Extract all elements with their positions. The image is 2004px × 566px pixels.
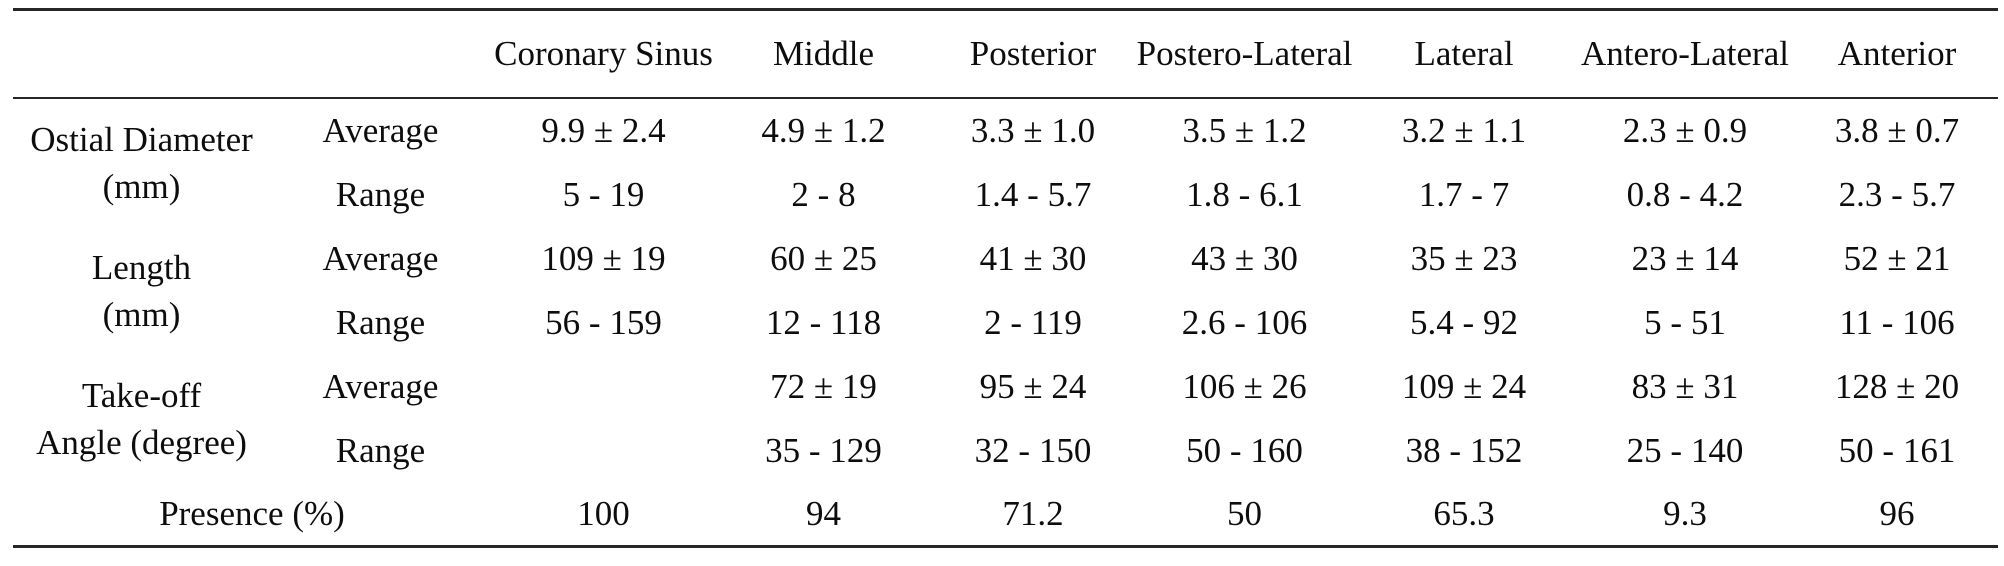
data-cell: 2.6 - 106: [1181, 303, 1308, 342]
data-cell: 2.3 - 5.7: [1838, 175, 1956, 214]
data-cell-empty: [491, 419, 716, 483]
data-cell: 60 ± 25: [770, 239, 877, 278]
data-cell: 50: [1227, 494, 1262, 533]
data-cell: 3.2 ± 1.1: [1401, 111, 1527, 150]
data-cell: 9.3: [1663, 494, 1707, 533]
column-header-anterior: Anterior: [1796, 9, 1998, 99]
data-cell: 65.3: [1433, 494, 1495, 533]
table-row: Ostial Diameter (mm) Average 9.9 ± 2.4 4…: [13, 98, 1998, 206]
data-cell-empty: [491, 355, 716, 419]
data-cell: 1.8 - 6.1: [1186, 175, 1303, 214]
row-group-label-length: Length (mm): [13, 227, 270, 355]
data-cell: 3.5 ± 1.2: [1182, 111, 1307, 150]
column-header-coronary-sinus: Coronary Sinus: [491, 9, 716, 99]
data-cell: 2 - 8: [791, 175, 856, 214]
data-cell: 100: [577, 494, 630, 533]
corner-cell: [13, 9, 491, 99]
data-cell: 5 - 19: [562, 175, 645, 214]
row-group-label-line2: Angle (degree): [36, 423, 247, 462]
row-sublabel: Range: [335, 175, 426, 214]
data-cell: 9.9 ± 2.4: [541, 111, 666, 150]
page: Coronary Sinus Middle Posterior Postero-…: [0, 8, 2004, 566]
column-header-postero-lateral: Postero-Lateral: [1135, 9, 1354, 99]
data-cell: 52 ± 21: [1843, 239, 1951, 278]
column-header-posterior: Posterior: [931, 9, 1135, 99]
data-cell: 2.3 ± 0.9: [1622, 111, 1748, 150]
data-cell: 56 - 159: [545, 303, 662, 342]
presence-label: Presence (%): [159, 494, 345, 533]
table-row: Range 5 - 19 2 - 8 1.4 - 5.7 1.8 - 6.1 1…: [13, 163, 1998, 227]
row-group-label-line1: Take-off: [81, 376, 202, 415]
data-cell: 50 - 160: [1186, 431, 1303, 470]
row-sublabel: Range: [335, 303, 426, 342]
data-cell: 128 ± 20: [1834, 367, 1960, 406]
data-cell: 23 ± 14: [1631, 239, 1739, 278]
row-group-label-line2: (mm): [102, 295, 181, 334]
data-cell: 72 ± 19: [770, 367, 877, 406]
row-group-label-ostial-diameter: Ostial Diameter (mm): [13, 98, 270, 227]
data-cell: 5.4 - 92: [1410, 303, 1518, 342]
data-cell: 11 - 106: [1839, 303, 1955, 342]
data-cell: 43 ± 30: [1191, 239, 1298, 278]
data-cell: 94: [806, 494, 841, 533]
header-row: Coronary Sinus Middle Posterior Postero-…: [13, 9, 1998, 99]
table-row: Length (mm) Average 109 ± 19 60 ± 25 41 …: [13, 227, 1998, 334]
data-cell: 83 ± 31: [1631, 367, 1739, 406]
data-cell: 5 - 51: [1644, 303, 1726, 342]
measurements-table: Coronary Sinus Middle Posterior Postero-…: [13, 8, 1998, 548]
row-sublabel: Average: [322, 367, 439, 406]
data-cell: 1.7 - 7: [1418, 175, 1510, 214]
column-header-antero-lateral: Antero-Lateral: [1574, 9, 1796, 99]
data-cell: 71.2: [1002, 494, 1064, 533]
data-cell: 106 ± 26: [1182, 367, 1307, 406]
data-cell: 25 - 140: [1626, 431, 1744, 470]
data-cell: 3.8 ± 0.7: [1834, 111, 1960, 150]
table-row-presence: Presence (%) 100 94 71.2 50 65.3 9.3 96: [13, 483, 1998, 547]
data-cell: 4.9 ± 1.2: [761, 111, 886, 150]
table-row: Take-off Angle (degree) Average 72 ± 19 …: [13, 355, 1998, 462]
row-group-label-line1: Ostial Diameter: [30, 120, 253, 159]
data-cell: 95 ± 24: [979, 367, 1087, 406]
table-row: Range 56 - 159 12 - 118 2 - 119 2.6 - 10…: [13, 291, 1998, 355]
column-header-lateral: Lateral: [1354, 9, 1574, 99]
data-cell: 109 ± 24: [1401, 367, 1527, 406]
data-cell: 35 - 129: [765, 431, 882, 470]
row-group-label-take-off-angle: Take-off Angle (degree): [13, 355, 270, 483]
data-cell: 41 ± 30: [979, 239, 1087, 278]
data-cell: 32 - 150: [974, 431, 1092, 470]
data-cell: 0.8 - 4.2: [1626, 175, 1744, 214]
row-sublabel: Average: [322, 239, 439, 278]
row-sublabel: Average: [322, 111, 439, 150]
row-group-label-line2: (mm): [102, 167, 181, 206]
data-cell: 38 - 152: [1405, 431, 1523, 470]
data-cell: 35 ± 23: [1410, 239, 1518, 278]
table-row: Range 35 - 129 32 - 150 50 - 160 38 - 15…: [13, 419, 1998, 483]
data-cell: 96: [1879, 494, 1915, 533]
column-header-middle: Middle: [716, 9, 931, 99]
data-cell: 3.3 ± 1.0: [970, 111, 1096, 150]
row-group-label-line1: Length: [91, 248, 192, 287]
data-cell: 50 - 161: [1838, 431, 1956, 470]
row-sublabel: Range: [335, 431, 426, 470]
data-cell: 1.4 - 5.7: [974, 175, 1092, 214]
data-cell: 12 - 118: [765, 303, 882, 342]
data-cell: 2 - 119: [984, 303, 1082, 342]
data-cell: 109 ± 19: [541, 239, 666, 278]
